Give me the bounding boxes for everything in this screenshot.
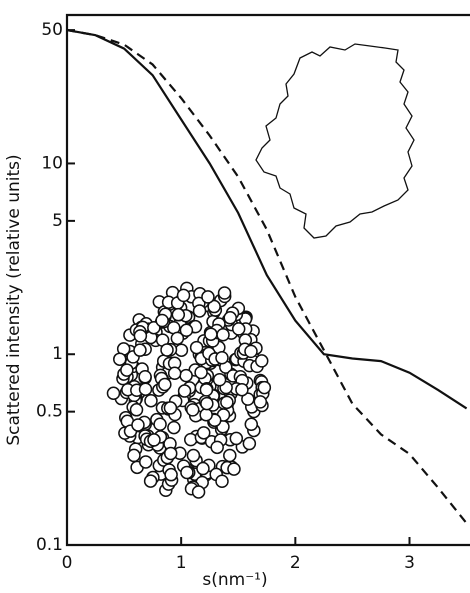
sphere bbox=[220, 395, 234, 410]
sphere bbox=[242, 436, 257, 451]
sphere bbox=[196, 426, 211, 440]
sphere bbox=[186, 448, 201, 463]
sphere bbox=[223, 448, 237, 463]
y-tick-label: 10 bbox=[41, 153, 63, 173]
sphere bbox=[177, 384, 192, 398]
y-tick-label: 5 bbox=[52, 211, 63, 231]
sphere bbox=[231, 322, 246, 336]
sphere bbox=[196, 461, 210, 476]
sphere bbox=[163, 446, 178, 461]
sphere bbox=[139, 455, 153, 469]
sphere bbox=[144, 393, 158, 408]
sphere bbox=[235, 382, 249, 397]
sphere bbox=[254, 354, 269, 368]
sphere bbox=[207, 299, 221, 314]
sphere bbox=[113, 352, 127, 366]
sphere bbox=[106, 386, 121, 401]
sphere bbox=[158, 377, 172, 392]
sphere bbox=[215, 350, 229, 365]
sphere bbox=[257, 380, 272, 395]
x-tick-label: 2 bbox=[290, 553, 301, 573]
y-axis-label: Scattered intensity (relative units) bbox=[4, 154, 24, 445]
sphere bbox=[143, 474, 158, 488]
series-line bbox=[66, 29, 468, 410]
x-axis-label: s(nm⁻¹) bbox=[202, 570, 267, 590]
sphere bbox=[217, 286, 232, 300]
sphere bbox=[164, 467, 178, 482]
sphere bbox=[210, 440, 224, 455]
sphere bbox=[216, 327, 230, 342]
y-tick-label: 0.5 bbox=[36, 402, 63, 422]
sphere bbox=[127, 448, 141, 463]
sphere bbox=[153, 417, 167, 431]
x-tick-label: 3 bbox=[404, 553, 415, 573]
sphere bbox=[133, 329, 148, 343]
axis-frame bbox=[65, 13, 470, 547]
sphere bbox=[170, 331, 185, 346]
sphere bbox=[174, 343, 189, 357]
inset-spheres bbox=[106, 281, 272, 499]
sphere bbox=[189, 340, 204, 355]
sphere bbox=[167, 366, 182, 381]
sphere bbox=[180, 465, 194, 480]
sphere bbox=[241, 392, 255, 406]
sphere bbox=[138, 382, 153, 396]
sphere bbox=[129, 403, 144, 417]
sphere bbox=[204, 327, 218, 341]
sphere bbox=[167, 420, 181, 435]
sphere bbox=[201, 290, 215, 304]
sphere bbox=[200, 396, 214, 411]
inset-outline bbox=[255, 43, 415, 239]
sphere bbox=[212, 373, 227, 387]
sphere bbox=[133, 343, 147, 357]
y-tick-label: 1 bbox=[52, 344, 63, 364]
sphere bbox=[179, 368, 193, 383]
sphere bbox=[192, 304, 207, 318]
x-tick-label: 0 bbox=[62, 553, 73, 573]
sphere bbox=[227, 462, 241, 476]
sphere bbox=[120, 363, 134, 377]
sphere bbox=[163, 401, 178, 415]
sphere bbox=[160, 343, 174, 357]
sphere bbox=[253, 395, 268, 409]
sphere bbox=[147, 433, 161, 447]
sphere bbox=[191, 485, 206, 499]
sphere bbox=[155, 313, 169, 328]
sphere bbox=[131, 418, 145, 432]
sphere bbox=[244, 344, 258, 359]
sphere bbox=[199, 383, 214, 397]
sphere bbox=[179, 323, 194, 338]
sphere bbox=[223, 311, 237, 325]
y-tick-label: 50 bbox=[41, 20, 63, 40]
sphere bbox=[138, 370, 152, 384]
sphere bbox=[185, 403, 200, 417]
sphere bbox=[176, 288, 191, 303]
sphere bbox=[244, 417, 259, 431]
sphere bbox=[171, 307, 186, 322]
x-tick-label: 1 bbox=[176, 553, 187, 573]
sphere bbox=[229, 431, 244, 446]
sphere bbox=[215, 474, 229, 488]
sphere bbox=[194, 365, 208, 380]
y-tick-label: 0.1 bbox=[36, 535, 63, 555]
